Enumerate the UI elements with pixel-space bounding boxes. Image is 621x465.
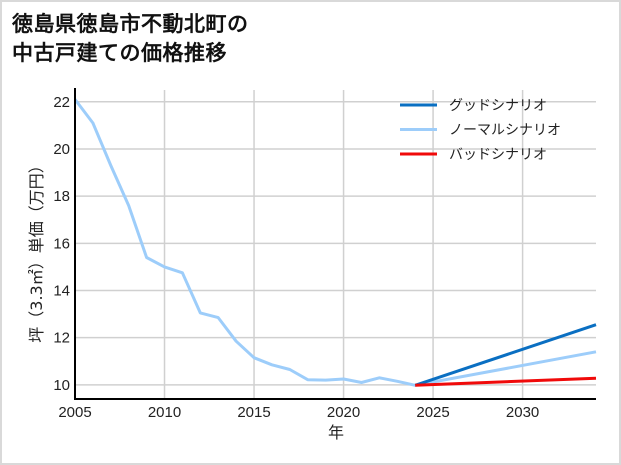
y-axis-label: 坪（3.3㎡）単価（万円） [27,157,46,342]
y-tick-label: 18 [53,188,70,205]
x-axis-label: 年 [328,423,344,442]
legend-label: グッドシナリオ [449,98,547,114]
y-tick-label: 20 [53,141,70,158]
y-tick-label: 22 [53,94,70,111]
y-tick-label: 14 [53,282,70,299]
series-lines [73,98,597,387]
chart-title-line2: 中古戸建ての価格推移 [12,41,227,65]
series-line [414,323,597,387]
chart-title-line1: 徳島県徳島市不動北町の [12,12,249,36]
y-tick-label: 16 [53,235,70,252]
y-tick-label: 10 [53,377,70,394]
x-tick-label: 2010 [148,404,181,421]
series-line [73,98,597,387]
x-tick-label: 2005 [58,404,91,421]
axes [74,88,596,400]
x-tick-label: 2025 [416,404,449,421]
x-tick-label: 2015 [237,404,270,421]
legend-label: バッドシナリオ [449,147,547,163]
legend-label: ノーマルシナリオ [449,123,561,139]
x-tick-label: 2030 [506,404,539,421]
grid-lines [74,90,596,399]
tick-labels: 2005 2010 2015 2020 2025 2030 10 12 14 16 18 20 22 [53,94,539,421]
series-line [415,376,597,387]
x-tick-label: 2020 [327,404,360,421]
y-tick-label: 12 [53,330,70,347]
